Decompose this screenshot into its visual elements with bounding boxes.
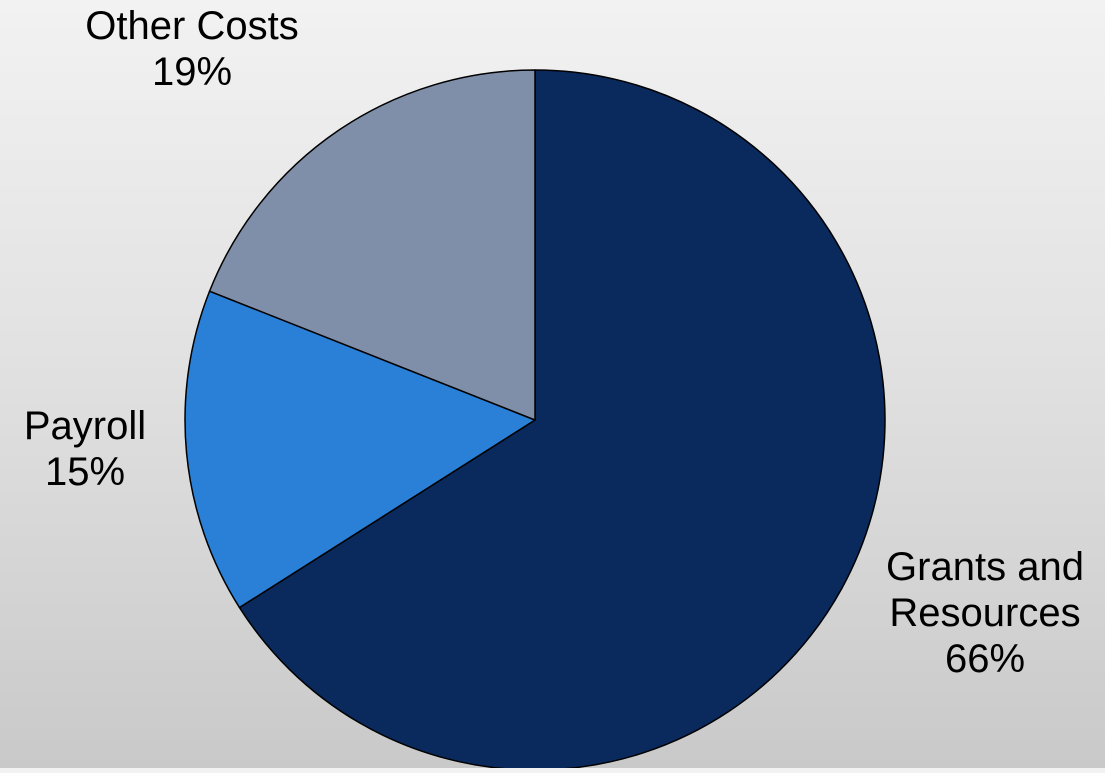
slice-label-line: Payroll xyxy=(24,404,146,448)
slice-label-payroll: Payroll 15% xyxy=(24,404,146,494)
slices-layer xyxy=(184,69,886,771)
pie-slice-other-costs xyxy=(208,69,536,421)
slice-label-line: Resources xyxy=(889,591,1080,635)
slice-label-grants-and-resources: Grants and Resources 66% xyxy=(886,545,1084,681)
slice-label-line: 15% xyxy=(45,450,125,494)
slice-label-line: Grants and xyxy=(886,545,1084,589)
slice-label-line: 66% xyxy=(945,637,1025,681)
labels-layer: Grants and Resources 66% Payroll 15% Other Co… xyxy=(24,4,1084,681)
slice-label-other-costs: Other Costs 19% xyxy=(85,4,298,94)
pie-slice-grants-and-resources xyxy=(238,69,886,771)
slice-label-line: Other Costs xyxy=(85,4,298,48)
slice-label-line: 19% xyxy=(152,50,232,94)
pie-slice-payroll xyxy=(184,290,536,609)
